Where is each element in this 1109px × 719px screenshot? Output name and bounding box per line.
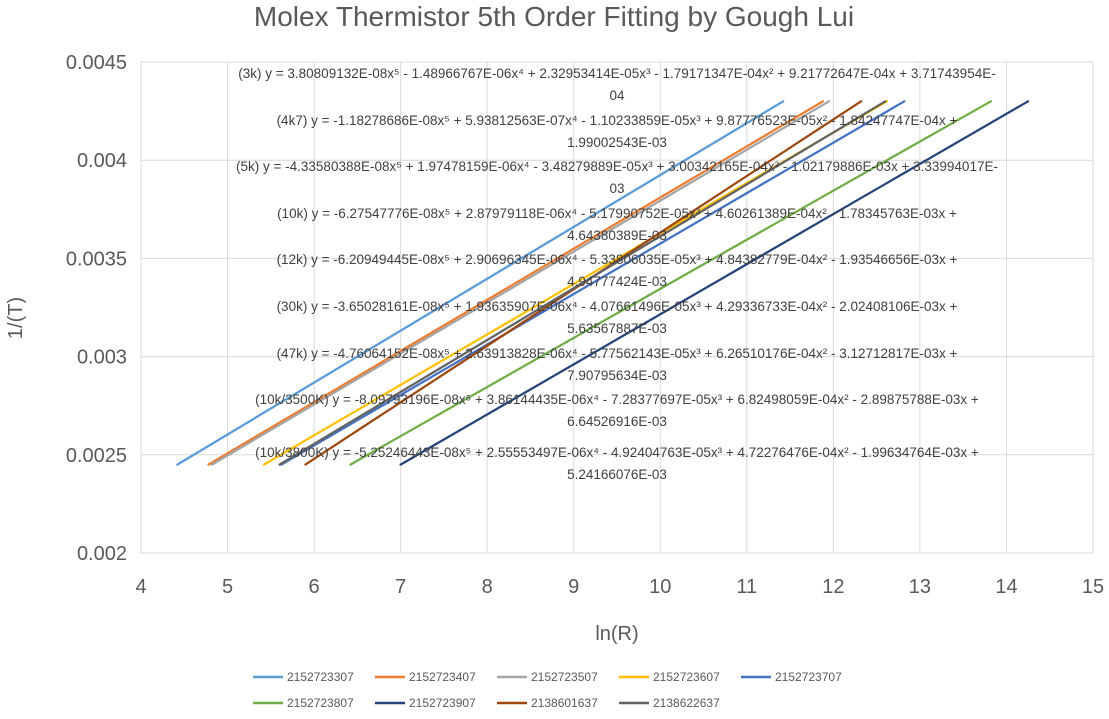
y-tick-label: 0.003 [77,347,127,369]
chart-title: Molex Thermistor 5th Order Fitting by Go… [254,1,854,32]
legend-label: 2152723907 [409,696,476,710]
legend-label: 2152723807 [287,696,354,710]
trendline-equation-continued: 1.99002543E-03 [567,135,667,150]
y-tick-label: 0.0045 [66,52,127,74]
series-line-2152723707 [280,100,906,466]
y-tick-labels: 0.002 0.0025 0.003 0.0035 0.004 0.0045 [66,52,127,565]
x-tick-label: 14 [995,576,1017,598]
x-tick-label: 8 [482,576,493,598]
legend-label: 2152723507 [531,670,598,684]
x-tick-labels: 4 5 6 7 8 9 10 11 12 13 14 15 [135,576,1104,598]
trendline-equation: (5k) y = -4.33580388E-08x⁵ + 1.97478159E… [236,159,998,174]
y-tick-label: 0.004 [77,150,127,172]
legend-label: 2152723707 [775,670,842,684]
series-line-2152723507 [210,100,831,466]
legend-label: 2152723607 [653,670,720,684]
x-tick-label: 6 [309,576,320,598]
annotation-layer: (3k) y = 3.80809132E-08x⁵ - 1.48966767E-… [236,66,998,482]
trendline-equation: (12k) y = -6.20949445E-08x⁵ + 2.90696345… [277,252,958,267]
series-line-2152723407 [207,100,825,466]
x-tick-label: 7 [395,576,406,598]
x-tick-label: 12 [822,576,844,598]
y-tick-label: 0.002 [77,543,127,565]
trendline-equation: (3k) y = 3.80809132E-08x⁵ - 1.48966767E-… [238,66,995,81]
x-tick-label: 13 [909,576,931,598]
trendline-equation: (10k) y = -6.27547776E-08x⁵ + 2.87979118… [277,206,957,221]
legend: 2152723307 2152723407 2152723507 2152723607… [253,670,842,710]
trendline-equation: (30k) y = -3.65028161E-08x⁵ + 1.93635907… [277,299,958,314]
y-tick-label: 0.0035 [66,248,127,270]
legend-label: 2152723307 [287,670,354,684]
trendline-equation-continued: 6.64526916E-03 [567,414,667,429]
x-tick-label: 15 [1082,576,1104,598]
trendline-equation: (4k7) y = -1.18278686E-08x⁵ + 5.93812563… [277,113,958,128]
x-tick-label: 5 [222,576,233,598]
trendline-equation: (10k/3500K) y = -8.09793196E-08x⁵ + 3.86… [255,392,979,407]
series-line-2152723307 [176,100,785,466]
trendline-equation: (47k) y = -4.76064152E-08x⁵ + 2.63913828… [277,346,958,361]
x-tick-label: 9 [568,576,579,598]
trendline-equation-continued: 4.64380389E-03 [567,228,667,243]
trendline-equation-continued: 4.94777424E-03 [567,274,667,289]
x-axis-title: ln(R) [595,623,638,645]
trendline-equation-continued: 7.90795634E-03 [567,368,667,383]
series-line-2152723907 [399,100,1030,466]
trendline-equation: (10k/3800K) y = -5.25246443E-08x⁵ + 2.55… [255,445,979,460]
y-axis-title: 1/(T) [5,297,27,339]
trendline-equation-continued: 5.63567887E-03 [567,321,667,336]
legend-label: 2152723407 [409,670,476,684]
trendline-equation-continued: 5.24166076E-03 [567,467,667,482]
legend-label: 2138601637 [531,696,598,710]
x-tick-label: 4 [135,576,146,598]
legend-label: 2138622637 [653,696,720,710]
x-tick-label: 10 [649,576,671,598]
x-tick-label: 11 [736,576,757,598]
gridlines [140,61,1094,554]
trendline-equation-continued: 03 [609,181,624,196]
series-line-2138622637 [278,100,887,466]
trendline-equation-continued: 04 [609,88,625,103]
y-tick-label: 0.0025 [66,445,127,467]
series-layer [176,100,1030,466]
series-line-2152723807 [349,100,993,466]
